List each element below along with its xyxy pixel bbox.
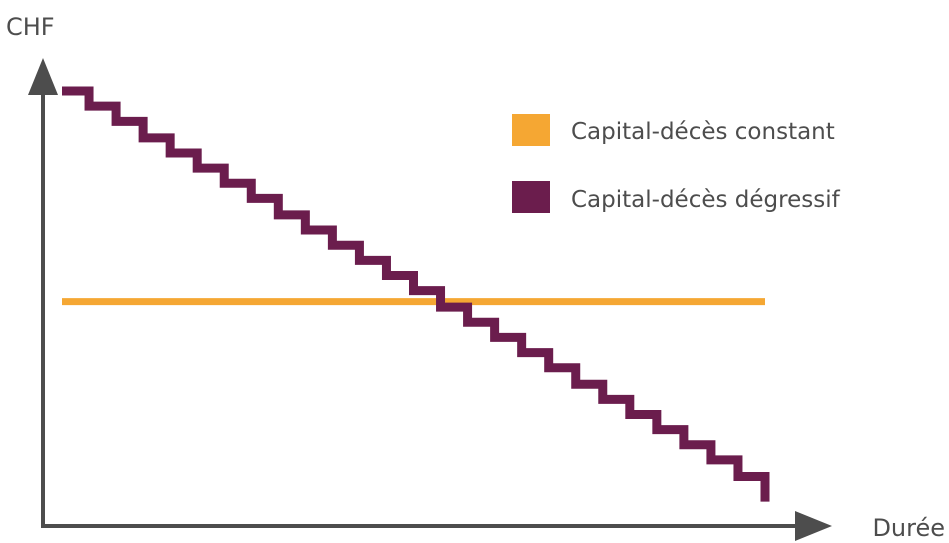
- x-axis-label: Durée: [872, 514, 945, 542]
- series-layer: [62, 86, 770, 502]
- y-axis-arrow: [28, 58, 58, 95]
- x-axis-arrow: [795, 511, 832, 541]
- legend: Capital-décès constant Capital-décès dég…: [512, 114, 841, 213]
- series-line-degressive: [62, 86, 770, 502]
- legend-swatch-constant: [512, 114, 550, 146]
- legend-label-degressive: Capital-décès dégressif: [571, 187, 841, 213]
- legend-label-constant: Capital-décès constant: [571, 119, 835, 145]
- legend-swatch-degressive: [512, 181, 550, 213]
- y-axis-label: CHF: [6, 13, 55, 41]
